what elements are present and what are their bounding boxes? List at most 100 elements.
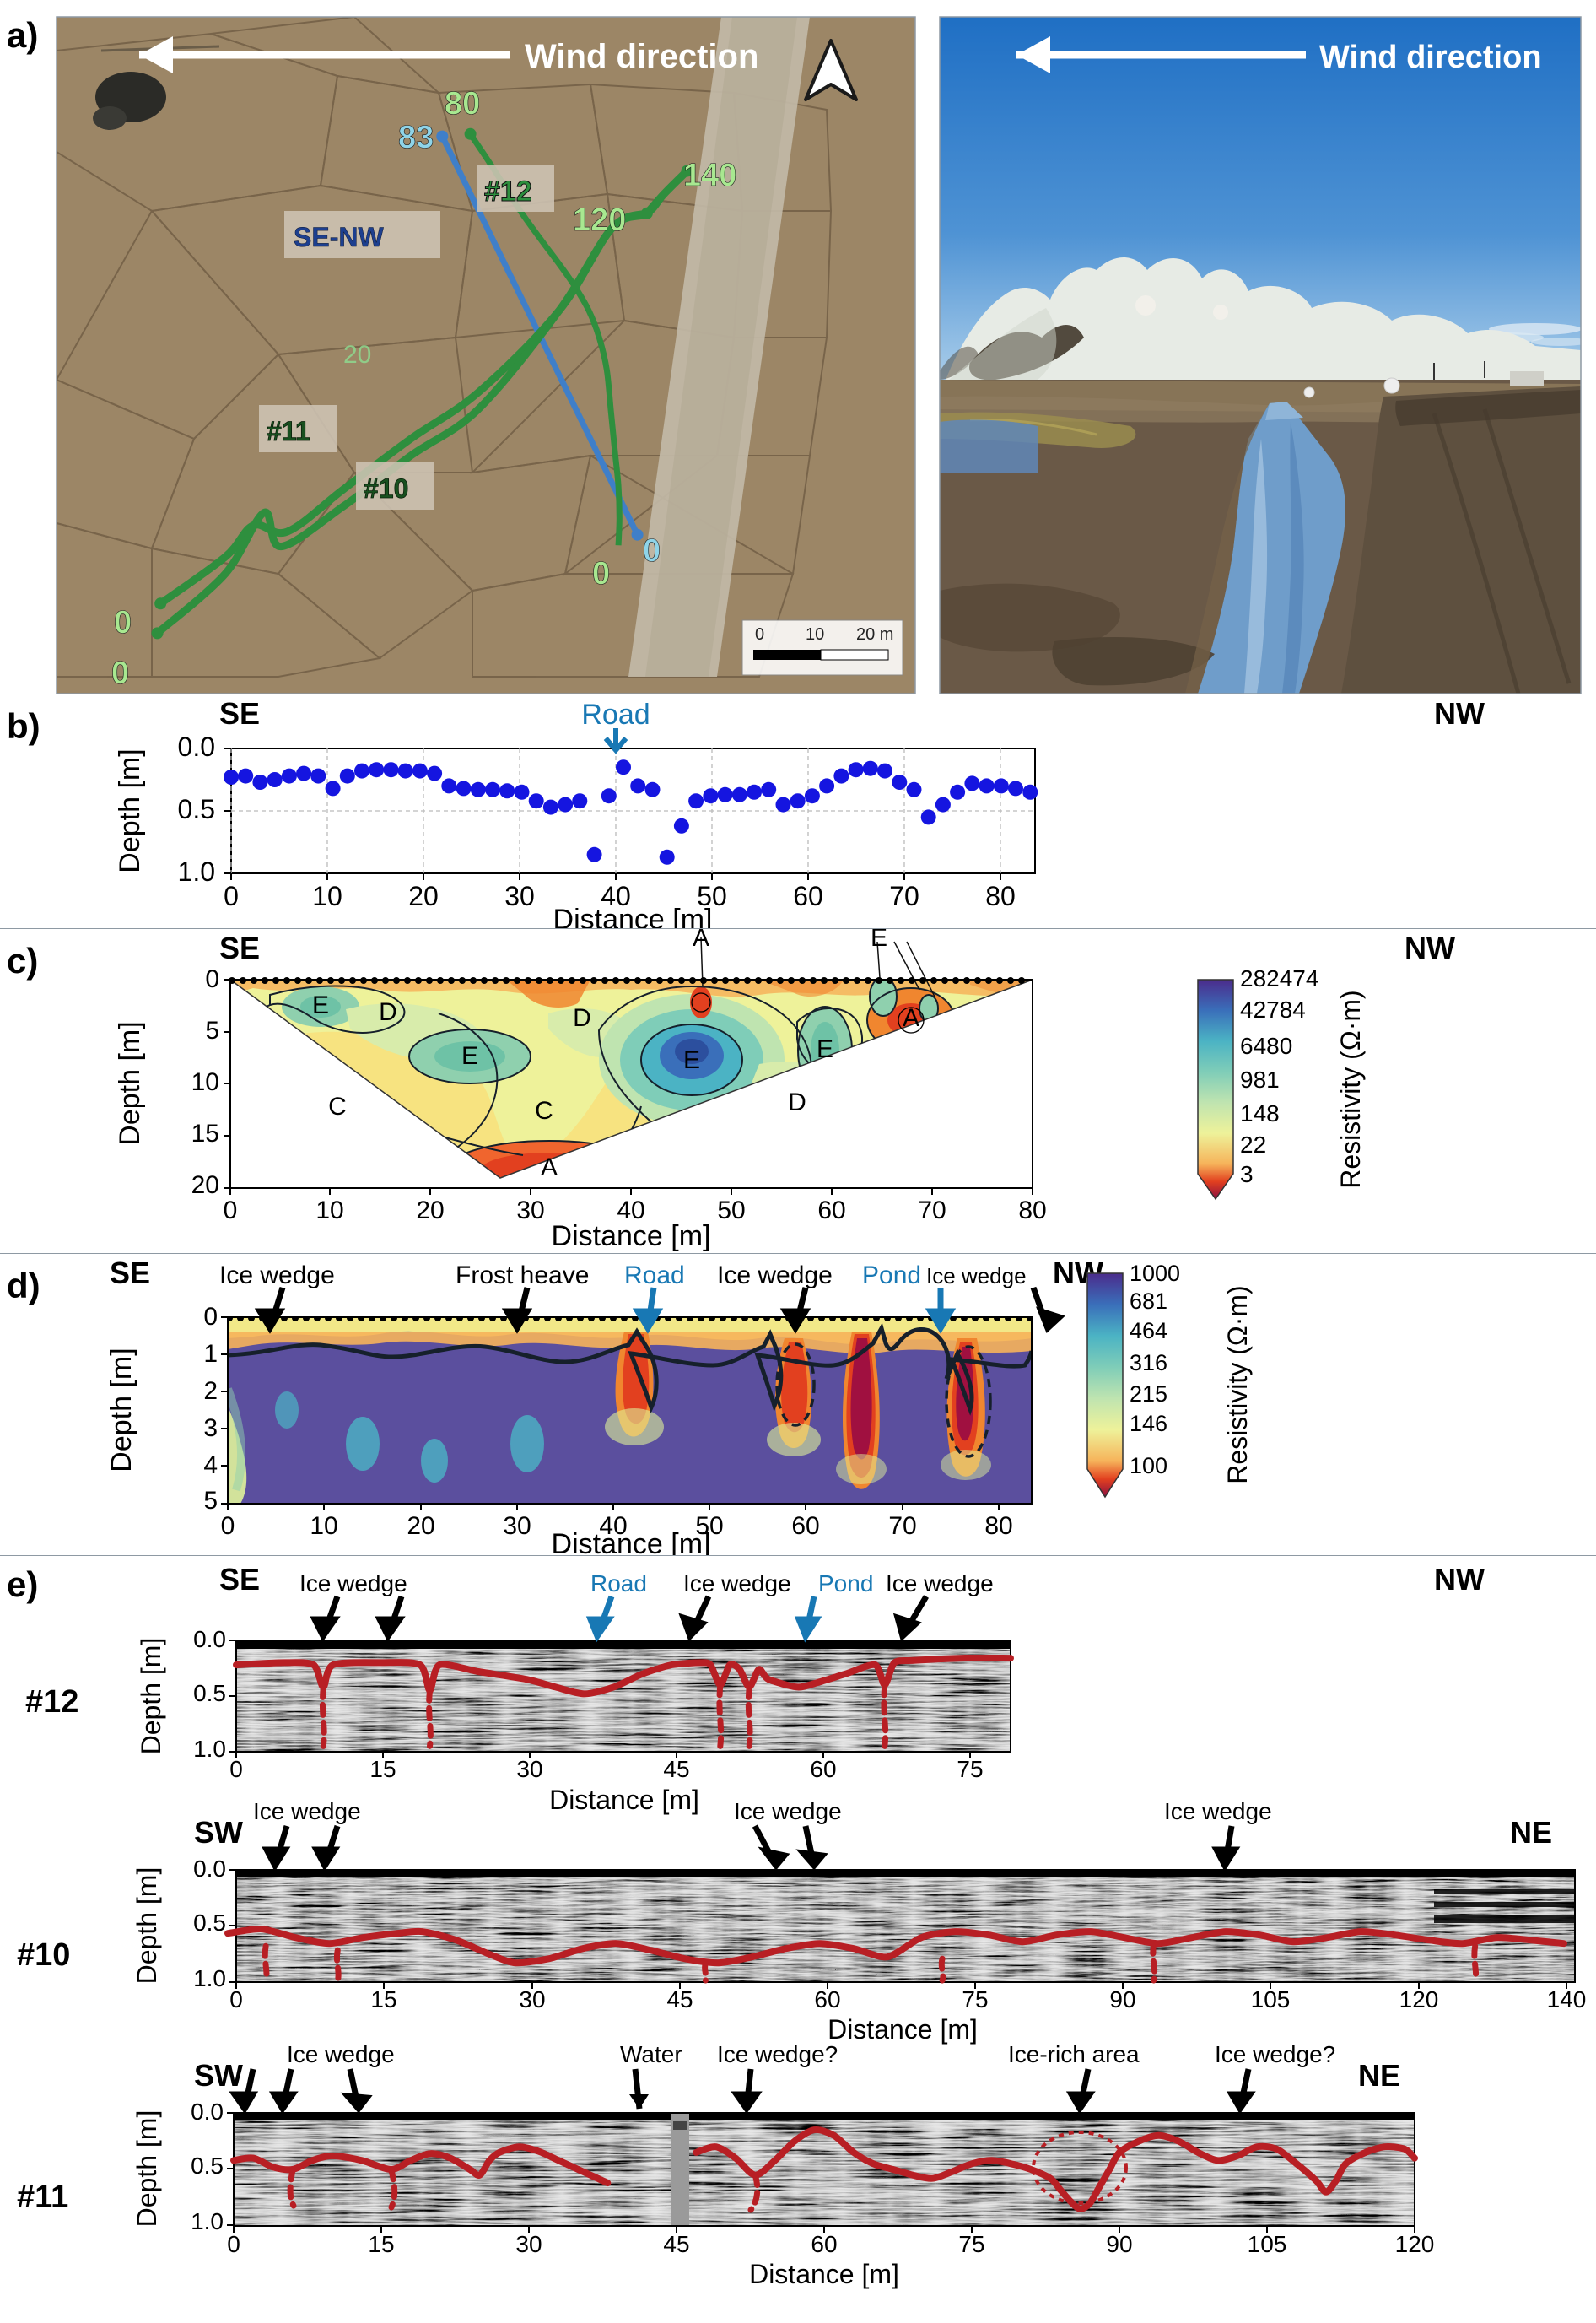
svg-text:45: 45 xyxy=(663,1756,689,1782)
svg-text:1000: 1000 xyxy=(1130,1261,1180,1286)
svg-text:#10: #10 xyxy=(17,1937,70,1973)
svg-text:#11: #11 xyxy=(267,416,310,446)
svg-text:NE: NE xyxy=(1510,1815,1552,1850)
svg-text:15: 15 xyxy=(369,1756,396,1782)
svg-text:#11: #11 xyxy=(17,2180,68,2215)
svg-text:80: 80 xyxy=(984,1512,1012,1540)
svg-text:0: 0 xyxy=(111,656,129,691)
svg-text:45: 45 xyxy=(666,1986,693,2012)
svg-text:Ice wedge: Ice wedge xyxy=(1164,1798,1272,1824)
svg-text:464: 464 xyxy=(1130,1318,1167,1343)
svg-text:83: 83 xyxy=(398,120,434,155)
svg-text:140: 140 xyxy=(1547,1986,1587,2012)
svg-text:80: 80 xyxy=(1018,1197,1046,1224)
svg-text:Ice wedge: Ice wedge xyxy=(299,1570,407,1596)
svg-text:3: 3 xyxy=(1240,1161,1254,1187)
svg-text:1: 1 xyxy=(203,1340,218,1368)
svg-text:Ice-rich area: Ice-rich area xyxy=(1008,2041,1140,2067)
svg-text:70: 70 xyxy=(918,1197,946,1224)
svg-text:1.0: 1.0 xyxy=(193,1965,226,1991)
svg-text:Ice wedge: Ice wedge xyxy=(253,1798,361,1824)
svg-text:10: 10 xyxy=(310,1512,337,1540)
svg-text:Ice wedge?: Ice wedge? xyxy=(717,2041,838,2067)
svg-text:Ice wedge?: Ice wedge? xyxy=(1215,2041,1335,2067)
svg-text:D: D xyxy=(573,1004,591,1032)
svg-text:10: 10 xyxy=(315,1197,343,1224)
svg-text:Distance [m]: Distance [m] xyxy=(749,2259,899,2289)
svg-text:Water: Water xyxy=(620,2041,682,2067)
svg-text:681: 681 xyxy=(1130,1288,1167,1314)
svg-text:90: 90 xyxy=(1109,1986,1135,2012)
svg-text:E: E xyxy=(871,929,887,952)
svg-text:30: 30 xyxy=(504,881,535,911)
svg-text:Depth [m]: Depth [m] xyxy=(132,1867,162,1985)
svg-text:20: 20 xyxy=(191,1171,219,1199)
svg-text:Resistivity (Ω·m): Resistivity (Ω·m) xyxy=(1222,1285,1253,1483)
svg-text:20 m: 20 m xyxy=(856,625,893,644)
svg-text:D: D xyxy=(379,998,397,1026)
svg-text:15: 15 xyxy=(370,1986,396,2012)
svg-text:Ice wedge: Ice wedge xyxy=(287,2041,395,2067)
svg-text:30: 30 xyxy=(519,1986,545,2012)
svg-text:20: 20 xyxy=(416,1197,444,1224)
svg-text:282474: 282474 xyxy=(1240,965,1318,991)
svg-text:Road: Road xyxy=(581,699,650,731)
svg-text:E: E xyxy=(817,1035,833,1063)
svg-text:E: E xyxy=(683,1046,700,1074)
svg-text:215: 215 xyxy=(1130,1381,1167,1407)
svg-text:70: 70 xyxy=(889,881,919,911)
svg-text:Distance [m]: Distance [m] xyxy=(553,904,713,929)
svg-text:0.5: 0.5 xyxy=(193,1680,226,1706)
svg-text:SW: SW xyxy=(194,1815,243,1850)
svg-text:Distance [m]: Distance [m] xyxy=(549,1785,699,1815)
svg-text:E: E xyxy=(312,991,329,1019)
svg-text:Road: Road xyxy=(590,1570,647,1596)
svg-text:4: 4 xyxy=(203,1451,218,1479)
svg-text:0: 0 xyxy=(205,965,219,993)
svg-text:10: 10 xyxy=(191,1068,219,1096)
svg-text:Ice wedge: Ice wedge xyxy=(886,1570,994,1596)
svg-text:0: 0 xyxy=(643,533,661,569)
svg-text:Ice wedge: Ice wedge xyxy=(683,1570,791,1596)
svg-text:0.0: 0.0 xyxy=(193,1856,226,1882)
svg-text:0.5: 0.5 xyxy=(191,2153,224,2179)
svg-text:30: 30 xyxy=(515,2231,542,2257)
svg-text:NW: NW xyxy=(1434,1562,1485,1596)
svg-text:316: 316 xyxy=(1130,1350,1167,1375)
svg-text:#12: #12 xyxy=(25,1684,78,1720)
svg-text:0: 0 xyxy=(229,1756,243,1782)
svg-text:146: 146 xyxy=(1130,1411,1167,1436)
svg-text:20: 20 xyxy=(408,881,439,911)
svg-text:105: 105 xyxy=(1251,1986,1291,2012)
svg-text:80: 80 xyxy=(985,881,1016,911)
svg-text:60: 60 xyxy=(810,1756,836,1782)
svg-text:70: 70 xyxy=(888,1512,916,1540)
svg-text:60: 60 xyxy=(793,881,823,911)
svg-text:0: 0 xyxy=(592,556,610,592)
svg-text:Ice wedge: Ice wedge xyxy=(717,1261,833,1289)
svg-text:0.0: 0.0 xyxy=(191,2099,224,2125)
svg-text:Ice wedge: Ice wedge xyxy=(926,1263,1027,1288)
svg-text:Depth [m]: Depth [m] xyxy=(105,1348,137,1472)
svg-text:50: 50 xyxy=(717,1197,745,1224)
svg-text:1.0: 1.0 xyxy=(191,2208,224,2234)
svg-text:Depth [m]: Depth [m] xyxy=(136,1638,166,1755)
svg-text:Distance [m]: Distance [m] xyxy=(552,1220,711,1252)
svg-text:Wind direction: Wind direction xyxy=(525,38,758,75)
svg-text:A: A xyxy=(693,929,709,952)
svg-text:C: C xyxy=(535,1097,553,1125)
svg-text:5: 5 xyxy=(205,1017,219,1045)
svg-text:0.5: 0.5 xyxy=(178,794,215,824)
svg-text:SE: SE xyxy=(219,1562,260,1596)
svg-text:SW: SW xyxy=(194,2058,243,2093)
svg-text:42784: 42784 xyxy=(1240,997,1306,1023)
svg-text:Depth [m]: Depth [m] xyxy=(114,1021,146,1145)
svg-text:60: 60 xyxy=(814,1986,840,2012)
svg-text:0.0: 0.0 xyxy=(178,732,215,762)
svg-text:3: 3 xyxy=(203,1414,218,1442)
svg-text:148: 148 xyxy=(1240,1100,1280,1126)
svg-text:120: 120 xyxy=(573,203,626,238)
svg-text:6480: 6480 xyxy=(1240,1033,1292,1059)
svg-text:D: D xyxy=(788,1089,806,1116)
svg-text:105: 105 xyxy=(1248,2231,1287,2257)
